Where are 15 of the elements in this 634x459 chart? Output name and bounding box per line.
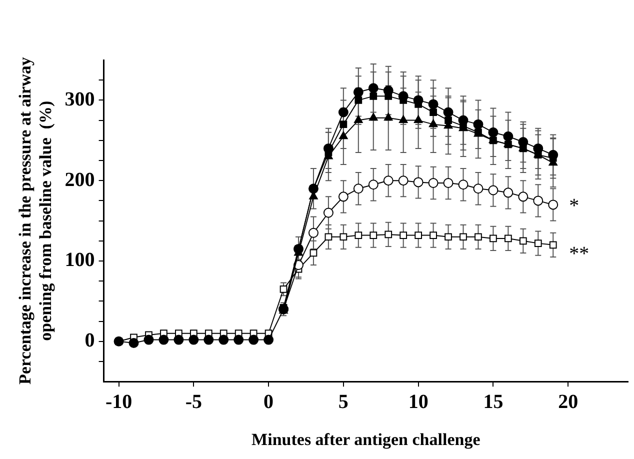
x-tick-label: 0 bbox=[264, 390, 274, 413]
annotation: * bbox=[569, 195, 580, 217]
x-tick-label: -5 bbox=[185, 390, 202, 413]
y-axis-title: Percentage increase in the pressure at airway opening from baseline value (%) bbox=[16, 56, 55, 384]
annotation: ** bbox=[569, 243, 590, 265]
x-tick-label: 10 bbox=[408, 390, 428, 413]
y-tick-label: 200 bbox=[64, 168, 95, 191]
x-tick-label: 5 bbox=[338, 390, 348, 413]
x-axis-title: Minutes after antigen challenge bbox=[252, 430, 481, 450]
y-tick-label: 300 bbox=[64, 88, 95, 110]
y-tick-label: 0 bbox=[84, 330, 95, 352]
x-tick-label: 15 bbox=[483, 390, 504, 413]
y-tick-label: 100 bbox=[64, 249, 95, 272]
x-tick-label: 20 bbox=[558, 390, 578, 413]
x-tick-label: -10 bbox=[105, 390, 132, 413]
